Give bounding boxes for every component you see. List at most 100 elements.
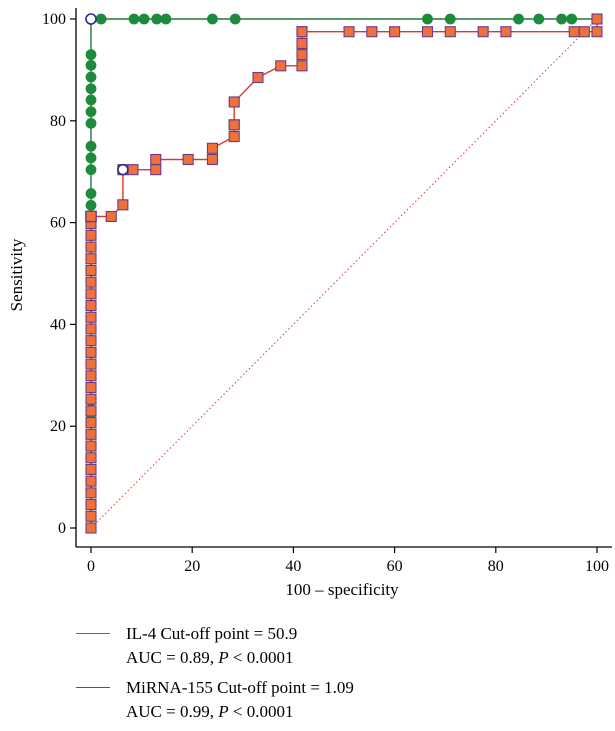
- point-il-4: [85, 288, 97, 300]
- point-mirna-155: [85, 164, 97, 176]
- point-il-4: [296, 60, 308, 72]
- point-il-4: [85, 499, 97, 511]
- x-axis-label: 100 – specificity: [285, 580, 399, 599]
- point-il-4: [421, 26, 434, 38]
- reference-diagonal: [90, 18, 598, 529]
- point-il-4: [444, 26, 456, 38]
- point-mirna-155: [85, 59, 97, 71]
- point-mirna-155: [85, 71, 97, 83]
- point-mirna-155: [85, 117, 97, 129]
- point-il-4: [85, 253, 97, 265]
- roc-chart: 0 20 40 60 80 100 0 20 40 60 80 100 100 – specifici…: [7, 8, 612, 599]
- point-il-4: [568, 26, 580, 38]
- point-il-4: [591, 13, 603, 25]
- point-mirna-155: [85, 106, 97, 118]
- point-mirna-155: [85, 152, 97, 164]
- point-il-4: [296, 26, 308, 38]
- point-il-4: [85, 300, 97, 312]
- point-il-4: [206, 153, 218, 166]
- y-tick-label-80: 80: [50, 113, 66, 130]
- point-mirna-155: [207, 13, 218, 25]
- x-tick-label-80: 80: [488, 558, 504, 575]
- point-il-4: [85, 335, 97, 347]
- point-il-4: [206, 142, 218, 154]
- series-layer: [85, 13, 603, 534]
- x-tick-label-100: 100: [585, 558, 609, 575]
- reference-diagonal-line: [90, 18, 598, 529]
- point-il-4: [591, 26, 603, 38]
- point-mirna-155: [566, 13, 578, 25]
- point-mirna-155: [95, 13, 107, 25]
- axes: 0 20 40 60 80 100 0 20 40 60 80 100: [42, 8, 612, 575]
- point-il-4: [85, 276, 97, 288]
- x-tick-label-60: 60: [387, 558, 403, 575]
- point-il-4: [85, 229, 97, 241]
- x-tick-label-40: 40: [285, 558, 301, 575]
- point-il-4: [150, 153, 162, 166]
- point-il-4: [85, 522, 97, 534]
- y-tick-label-20: 20: [50, 418, 66, 435]
- point-il-4: [343, 26, 355, 38]
- point-il-4: [85, 370, 97, 382]
- point-il-4: [85, 440, 97, 452]
- point-mirna-155: [229, 13, 241, 25]
- point-il-4: [85, 475, 97, 487]
- point-mirna-155: [128, 13, 140, 25]
- legend-stats-il4: AUC = 0.89, P < 0.0001: [126, 648, 294, 667]
- point-il-4: [85, 510, 97, 522]
- markers-il-4: [85, 13, 603, 534]
- point-il-4: [85, 381, 97, 394]
- point-il-4: [296, 49, 308, 61]
- point-il-4: [85, 417, 97, 429]
- point-il-4: [85, 452, 97, 464]
- point-mirna-155: [160, 13, 172, 25]
- point-il-4: [500, 26, 512, 38]
- cutoff-marker-mirna-155: [85, 13, 97, 25]
- point-mirna-155: [85, 188, 97, 199]
- point-il-4: [578, 26, 590, 38]
- point-il-4: [85, 210, 97, 223]
- legend: IL-4 Cut-off point = 50.9 AUC = 0.89, P …: [76, 622, 354, 724]
- point-mirna-155: [85, 94, 97, 106]
- point-il-4: [85, 405, 97, 417]
- point-il-4: [85, 323, 97, 335]
- legend-label-il4: IL-4 Cut-off point = 50.9: [126, 624, 298, 643]
- point-il-4: [85, 241, 97, 253]
- markers-mirna-155: [85, 13, 603, 534]
- legend-swatch-mirna155: [76, 687, 110, 688]
- point-il-4: [389, 26, 401, 38]
- point-il-4: [105, 210, 117, 223]
- point-il-4: [85, 428, 97, 440]
- y-tick-label-40: 40: [50, 316, 66, 333]
- point-mirna-155: [444, 13, 456, 25]
- point-mirna-155: [422, 13, 433, 25]
- point-il-4: [117, 199, 129, 211]
- y-tick-label-60: 60: [50, 215, 66, 232]
- x-tick-label-20: 20: [184, 558, 200, 575]
- legend-label-mirna155: MiRNA-155 Cut-off point = 1.09: [126, 678, 354, 697]
- point-mirna-155: [85, 140, 97, 152]
- point-mirna-155: [533, 13, 545, 25]
- legend-swatch-il4: [76, 633, 110, 634]
- point-mirna-155: [85, 199, 97, 211]
- point-il-4: [228, 131, 240, 143]
- point-il-4: [182, 153, 194, 166]
- point-il-4: [85, 393, 97, 405]
- x-tick-label-0: 0: [87, 558, 95, 575]
- point-il-4: [228, 96, 240, 108]
- point-il-4: [85, 487, 97, 499]
- point-il-4: [296, 37, 308, 49]
- point-mirna-155: [151, 13, 163, 25]
- point-il-4: [150, 164, 162, 176]
- point-il-4: [366, 26, 378, 38]
- legend-item-mirna155: MiRNA-155 Cut-off point = 1.09 AUC = 0.9…: [76, 676, 354, 724]
- point-il-4: [477, 26, 489, 38]
- point-il-4: [85, 311, 97, 323]
- point-il-4: [85, 346, 97, 358]
- point-il-4: [127, 164, 139, 176]
- y-axis-label: Sensitivity: [7, 238, 26, 311]
- point-il-4: [85, 264, 97, 276]
- point-il-4: [85, 358, 97, 370]
- y-tick-label-0: 0: [58, 520, 66, 537]
- cutoff-layer: [85, 13, 129, 176]
